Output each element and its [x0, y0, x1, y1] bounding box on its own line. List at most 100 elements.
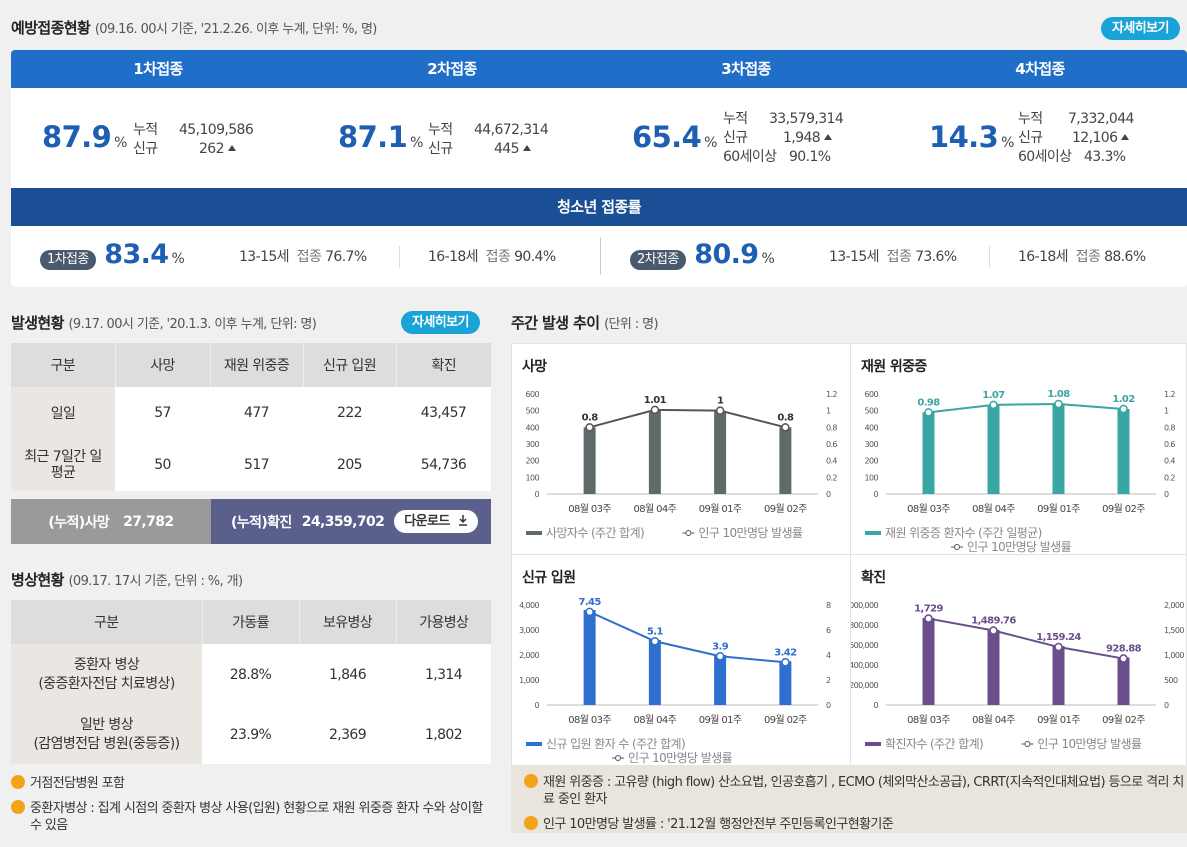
beds-table: 구분 가동률 보유병상 가용병상 중환자 병상 (중증환자전담 치료병상) 28.…	[11, 600, 491, 764]
y-tick-label: 2,000	[519, 651, 539, 660]
rate-point	[924, 408, 933, 417]
y2-tick-label: 0	[1164, 701, 1169, 710]
x-tick-label: 08월 04주	[972, 714, 1015, 726]
vaccination-detail-button[interactable]: 자세히보기	[1101, 17, 1180, 40]
chart-title: 재원 위중증	[861, 359, 927, 375]
data-label: 0.8	[777, 412, 794, 423]
y2-tick-label: 0.2	[826, 473, 837, 482]
teen-dose-1-age-a: 13-15세 접종 76.7%	[239, 249, 367, 265]
row-label: 일일	[11, 387, 115, 439]
rate-point	[924, 614, 933, 623]
y-tick-label: 400	[526, 423, 540, 432]
dose-3-stats: 누적 33,579,314 신규 1,948 60세이상 90.1%	[723, 111, 844, 165]
data-label: 1,489.76	[971, 616, 1016, 627]
y-tick-label: 1,000	[519, 676, 539, 685]
legend-line-label: 인구 10만명당 발생률	[967, 540, 1072, 554]
bar	[583, 427, 596, 494]
bar	[583, 610, 596, 705]
dose-header-2: 2차접종	[427, 60, 477, 78]
y-tick-label: 300	[865, 440, 879, 449]
dose-4-stats: 누적 7,332,044 신규 12,106 60세이상 43.3%	[1018, 111, 1134, 165]
bar	[1052, 646, 1065, 705]
table-cell: 477	[210, 387, 303, 439]
rate-point	[781, 423, 790, 432]
chart-title: 확진	[861, 570, 886, 586]
speaker-icon	[11, 775, 25, 789]
dose-2-stats: 누적 44,672,314 신규 445	[428, 122, 549, 157]
cumulative-death: (누적)사망 27,782	[11, 499, 211, 544]
x-tick-label: 08월 04주	[633, 714, 676, 726]
row-label: 최근 7일간 일평균	[11, 439, 115, 491]
download-button[interactable]: 다운로드	[394, 510, 478, 533]
bar	[922, 412, 935, 494]
y2-tick-label: 0.8	[826, 423, 837, 432]
y2-tick-label: 1	[826, 407, 831, 416]
rate-point	[650, 637, 660, 646]
x-tick-label: 08월 04주	[972, 503, 1015, 515]
table-cell: 2,369	[299, 705, 396, 764]
weekly-notes: 재원 위중증 : 고유량 (high flow) 산소요법, 인공호흡기 , E…	[511, 765, 1187, 833]
x-tick-label: 08월 03주	[568, 714, 611, 726]
teen-dose-2-badge: 2차접종	[630, 250, 686, 270]
x-tick-label: 08월 03주	[907, 714, 950, 726]
y2-tick-label: 1.2	[1164, 390, 1175, 399]
data-label: 928.88	[1106, 644, 1142, 655]
occurrence-detail-button[interactable]: 자세히보기	[401, 311, 480, 334]
chart-death-panel: 사망 0 100 200 300 400 500 600 0 0.2 0.4 0.6 0.8 1 1.2 0…	[511, 343, 851, 555]
rate-line	[928, 402, 1124, 414]
table-cell: 50	[115, 439, 210, 491]
y2-tick-label: 1	[1164, 407, 1169, 416]
data-label: 1,729	[914, 604, 943, 615]
rate-line	[589, 408, 786, 429]
x-tick-label: 09월 02주	[764, 503, 807, 515]
divider	[600, 237, 601, 275]
data-label: 0.98	[917, 397, 940, 408]
y-tick-label: 0	[874, 701, 879, 710]
x-tick-label: 08월 03주	[568, 503, 611, 515]
col-header: 사망	[115, 343, 211, 387]
y2-tick-label: 0	[826, 490, 831, 499]
teen-dose-2-age-a: 13-15세 접종 73.6%	[829, 249, 957, 265]
dose-header-1: 1차접종	[133, 60, 183, 78]
y2-tick-label: 0.4	[1164, 457, 1175, 466]
legend-bar-label: 확진자수 (주간 합계)	[885, 737, 983, 751]
y-tick-label: 4,000	[519, 601, 539, 610]
legend-line-marker	[1024, 741, 1031, 747]
dose-header-bar: 1차접종 2차접종 3차접종 4차접종	[11, 50, 1187, 88]
x-tick-label: 09월 01주	[699, 714, 742, 726]
data-label: 1.07	[982, 390, 1005, 401]
table-row: 일반 병상 (감염병전담 병원(중등증)) 23.9% 2,369 1,802	[11, 705, 491, 764]
y2-tick-label: 0.6	[1164, 440, 1175, 449]
weekly-note-1: 재원 위중증 : 고유량 (high flow) 산소요법, 인공호흡기 , E…	[524, 774, 1184, 808]
table-cell: 57	[115, 387, 210, 439]
y2-tick-label: 1.2	[826, 390, 837, 399]
y-tick-label: 100	[865, 473, 879, 482]
y-tick-label: 400,000	[851, 661, 879, 670]
cumulative-confirmed: (누적)확진 24,359,702 다운로드	[211, 499, 491, 544]
x-tick-label: 09월 01주	[1037, 503, 1080, 515]
beds-note-2: 중환자병상 : 집계 시점의 중환자 병상 사용(입원) 현황으로 재원 위중증…	[11, 800, 496, 834]
dose-3-rate: 65.4%	[632, 120, 717, 154]
table-cell: 205	[303, 439, 396, 491]
y2-tick-label: 0	[1164, 490, 1169, 499]
up-arrow-icon	[824, 134, 833, 140]
table-cell: 54,736	[396, 439, 491, 491]
speaker-icon	[524, 774, 538, 788]
table-cell: 23.9%	[202, 705, 299, 764]
col-header: 확진	[396, 343, 491, 387]
chart-confirmed: 0 200,000 400,000 600,000 800,000 1,000,000 0 5…	[851, 601, 1185, 751]
chart-confirmed-panel: 확진 0 200,000 400,000 600,000 800,000 1,000,00…	[850, 554, 1187, 766]
up-arrow-icon	[1121, 134, 1130, 140]
col-header: 구분	[11, 600, 203, 644]
rate-point	[1054, 642, 1063, 652]
bar	[714, 655, 727, 705]
data-label: 1,159.24	[1036, 632, 1081, 643]
row-label: 일반 병상 (감염병전담 병원(중등증))	[11, 705, 202, 764]
up-arrow-icon	[227, 145, 236, 151]
data-label: 3.42	[774, 647, 797, 658]
rate-point	[1119, 404, 1128, 414]
legend-bar-label: 신규 입원 환자 수 (주간 합계)	[546, 737, 685, 751]
table-cell: 1,846	[299, 644, 396, 705]
row-label: 중환자 병상 (중증환자전담 치료병상)	[11, 644, 202, 705]
up-arrow-icon	[522, 145, 531, 151]
